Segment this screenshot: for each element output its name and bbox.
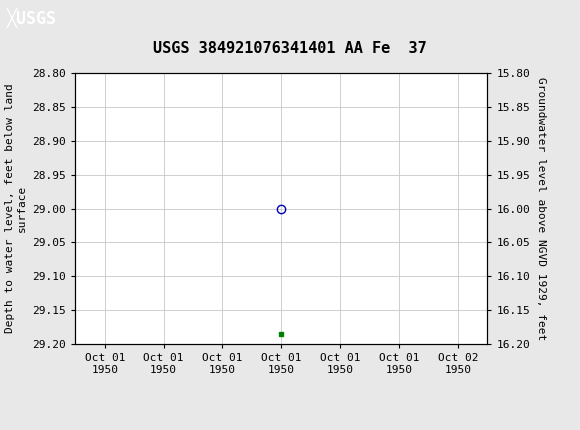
Y-axis label: Groundwater level above NGVD 1929, feet: Groundwater level above NGVD 1929, feet <box>535 77 546 340</box>
Text: USGS 384921076341401 AA Fe  37: USGS 384921076341401 AA Fe 37 <box>153 41 427 56</box>
Y-axis label: Depth to water level, feet below land
surface: Depth to water level, feet below land su… <box>5 84 27 333</box>
Text: ╳USGS: ╳USGS <box>7 8 57 28</box>
